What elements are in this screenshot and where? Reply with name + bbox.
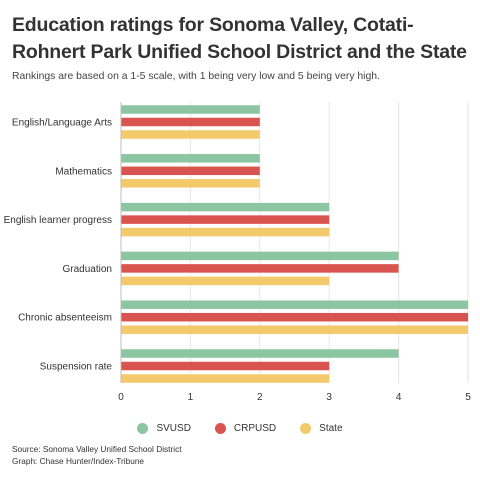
bar-crpusd-1 (121, 166, 260, 176)
bar-svusd-1 (121, 154, 260, 163)
x-tick-label-4: 4 (396, 392, 402, 403)
bar-state-2 (121, 227, 330, 237)
legend-label-state: State (319, 422, 343, 434)
bar-svusd-3 (121, 251, 399, 261)
x-tick-label-5: 5 (465, 392, 471, 403)
legend-label-svusd: SVUSD (156, 422, 191, 434)
source-note: Source: Sonoma Valley Unified School Dis… (12, 444, 182, 454)
bar-state-0 (121, 130, 260, 139)
chart-title: Education ratings for Sonoma Valley, Cot… (12, 14, 467, 63)
chart-legend: SVUSD CRPUSD State (0, 420, 480, 436)
bar-crpusd-2 (121, 215, 330, 224)
bar-state-5 (121, 374, 330, 383)
bar-state-3 (121, 276, 330, 286)
chart-subtitle: Rankings are based on a 1-5 scale, with … (12, 71, 380, 82)
category-label-0: English/Language Arts (12, 118, 112, 129)
category-label-1: Mathematics (55, 166, 112, 177)
legend-label-crpusd: CRPUSD (233, 422, 277, 434)
x-tick-label-2: 2 (257, 392, 263, 403)
credit-note: Graph: Chase Hunter/Index-Tribune (12, 456, 145, 466)
bar-svusd-0 (121, 105, 260, 114)
bar-state-1 (121, 179, 260, 188)
bar-crpusd-0 (121, 117, 260, 127)
legend-swatch-svusd (137, 422, 149, 434)
legend-swatch-state (300, 422, 312, 434)
bar-svusd-2 (121, 202, 330, 212)
legend-item-crpusd: CRPUSD (214, 422, 277, 434)
legend-item-state: State (300, 422, 343, 434)
bar-crpusd-4 (121, 312, 468, 322)
category-label-4: Chronic absenteeism (18, 313, 112, 324)
legend-item-svusd: SVUSD (137, 422, 191, 434)
category-label-5: Suspension rate (40, 362, 113, 373)
x-tick-label-0: 0 (118, 392, 124, 403)
bar-crpusd-5 (121, 361, 330, 371)
bar-svusd-4 (121, 300, 468, 309)
bar-svusd-5 (121, 349, 399, 358)
bar-crpusd-3 (121, 264, 399, 273)
x-tick-label-3: 3 (326, 392, 332, 403)
category-label-3: Graduation (63, 264, 112, 275)
category-label-2: English learner progress (4, 215, 112, 226)
x-tick-label-1: 1 (188, 392, 194, 403)
bar-state-4 (121, 325, 468, 334)
legend-swatch-crpusd (214, 422, 226, 434)
